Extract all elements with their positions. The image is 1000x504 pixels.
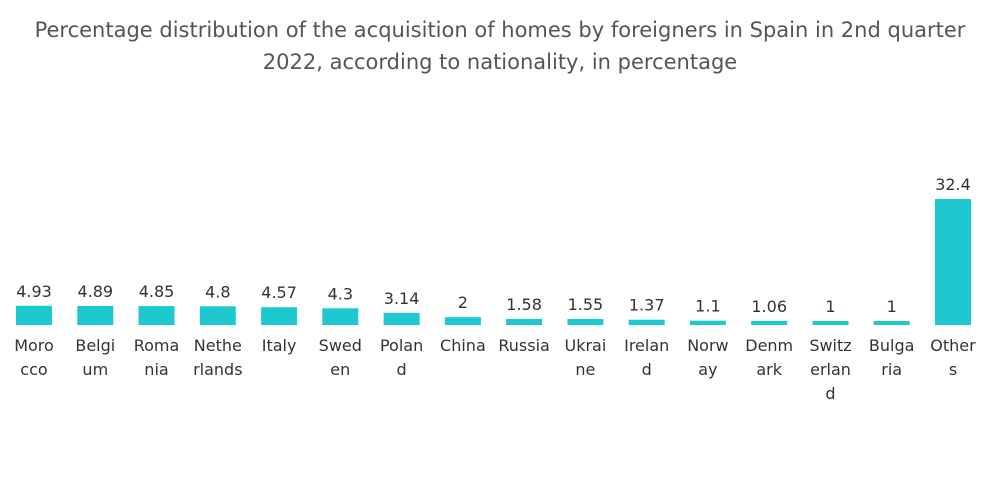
value-label-15: 32.4 bbox=[935, 175, 971, 194]
category-label-9: Ukrai ne bbox=[564, 336, 606, 379]
bar-14 bbox=[873, 321, 910, 325]
value-label-14: 1 bbox=[887, 297, 897, 316]
category-label-15: Other s bbox=[930, 336, 976, 379]
category-label-8: Russia bbox=[498, 336, 549, 355]
category-label-13: Switz erlan d bbox=[809, 336, 851, 403]
bar-12 bbox=[751, 320, 788, 325]
bar-9 bbox=[567, 319, 604, 325]
value-label-8: 1.58 bbox=[506, 295, 542, 314]
category-label-11: Norw ay bbox=[687, 336, 728, 379]
bar-6 bbox=[383, 312, 420, 325]
chart-title: Percentage distribution of the acquisiti… bbox=[34, 18, 966, 74]
category-label-0: Moro cco bbox=[14, 336, 54, 379]
value-label-13: 1 bbox=[825, 297, 835, 316]
category-label-4: Italy bbox=[262, 336, 297, 355]
value-label-6: 3.14 bbox=[384, 289, 420, 308]
value-label-2: 4.85 bbox=[139, 282, 175, 301]
bar-1 bbox=[77, 306, 114, 325]
bar-15 bbox=[935, 199, 971, 325]
bar-0 bbox=[16, 305, 52, 325]
value-label-11: 1.1 bbox=[695, 297, 720, 316]
value-label-0: 4.93 bbox=[16, 282, 52, 301]
bar-2 bbox=[138, 306, 175, 325]
category-label-14: Bulga ria bbox=[869, 336, 915, 379]
bar-13 bbox=[812, 321, 849, 325]
bar-4 bbox=[261, 307, 298, 325]
category-label-5: Swed en bbox=[319, 336, 362, 379]
category-label-6: Polan d bbox=[380, 336, 423, 379]
bar-5 bbox=[322, 308, 359, 325]
value-label-10: 1.37 bbox=[629, 296, 665, 315]
bar-10 bbox=[628, 319, 665, 325]
value-label-7: 2 bbox=[458, 293, 468, 312]
category-label-3: Nethe rlands bbox=[193, 336, 242, 379]
category-label-12: Denm ark bbox=[745, 336, 793, 379]
value-label-1: 4.89 bbox=[77, 282, 113, 301]
bar-3 bbox=[199, 306, 236, 325]
value-label-4: 4.57 bbox=[261, 283, 297, 302]
value-labels-group: 4.93 4.89 4.85 4.8 4.57 4.3 3.14 2 1.58 1.55 1.37 1… bbox=[16, 175, 971, 316]
value-label-5: 4.3 bbox=[328, 284, 353, 303]
bar-11 bbox=[689, 320, 726, 325]
category-label-1: Belgi um bbox=[75, 336, 115, 379]
category-label-2: Roma nia bbox=[134, 336, 180, 379]
value-label-9: 1.55 bbox=[568, 295, 604, 314]
bar-8 bbox=[506, 318, 543, 325]
value-label-3: 4.8 bbox=[205, 282, 230, 301]
value-label-12: 1.06 bbox=[751, 297, 787, 316]
category-label-7: China bbox=[440, 336, 486, 355]
category-label-10: Irelan d bbox=[624, 336, 669, 379]
bars-group bbox=[16, 199, 971, 325]
category-labels-group: Moro cco Belgi um Roma nia Nethe rlands Italy Swe… bbox=[14, 336, 976, 403]
bar-7 bbox=[444, 317, 481, 325]
